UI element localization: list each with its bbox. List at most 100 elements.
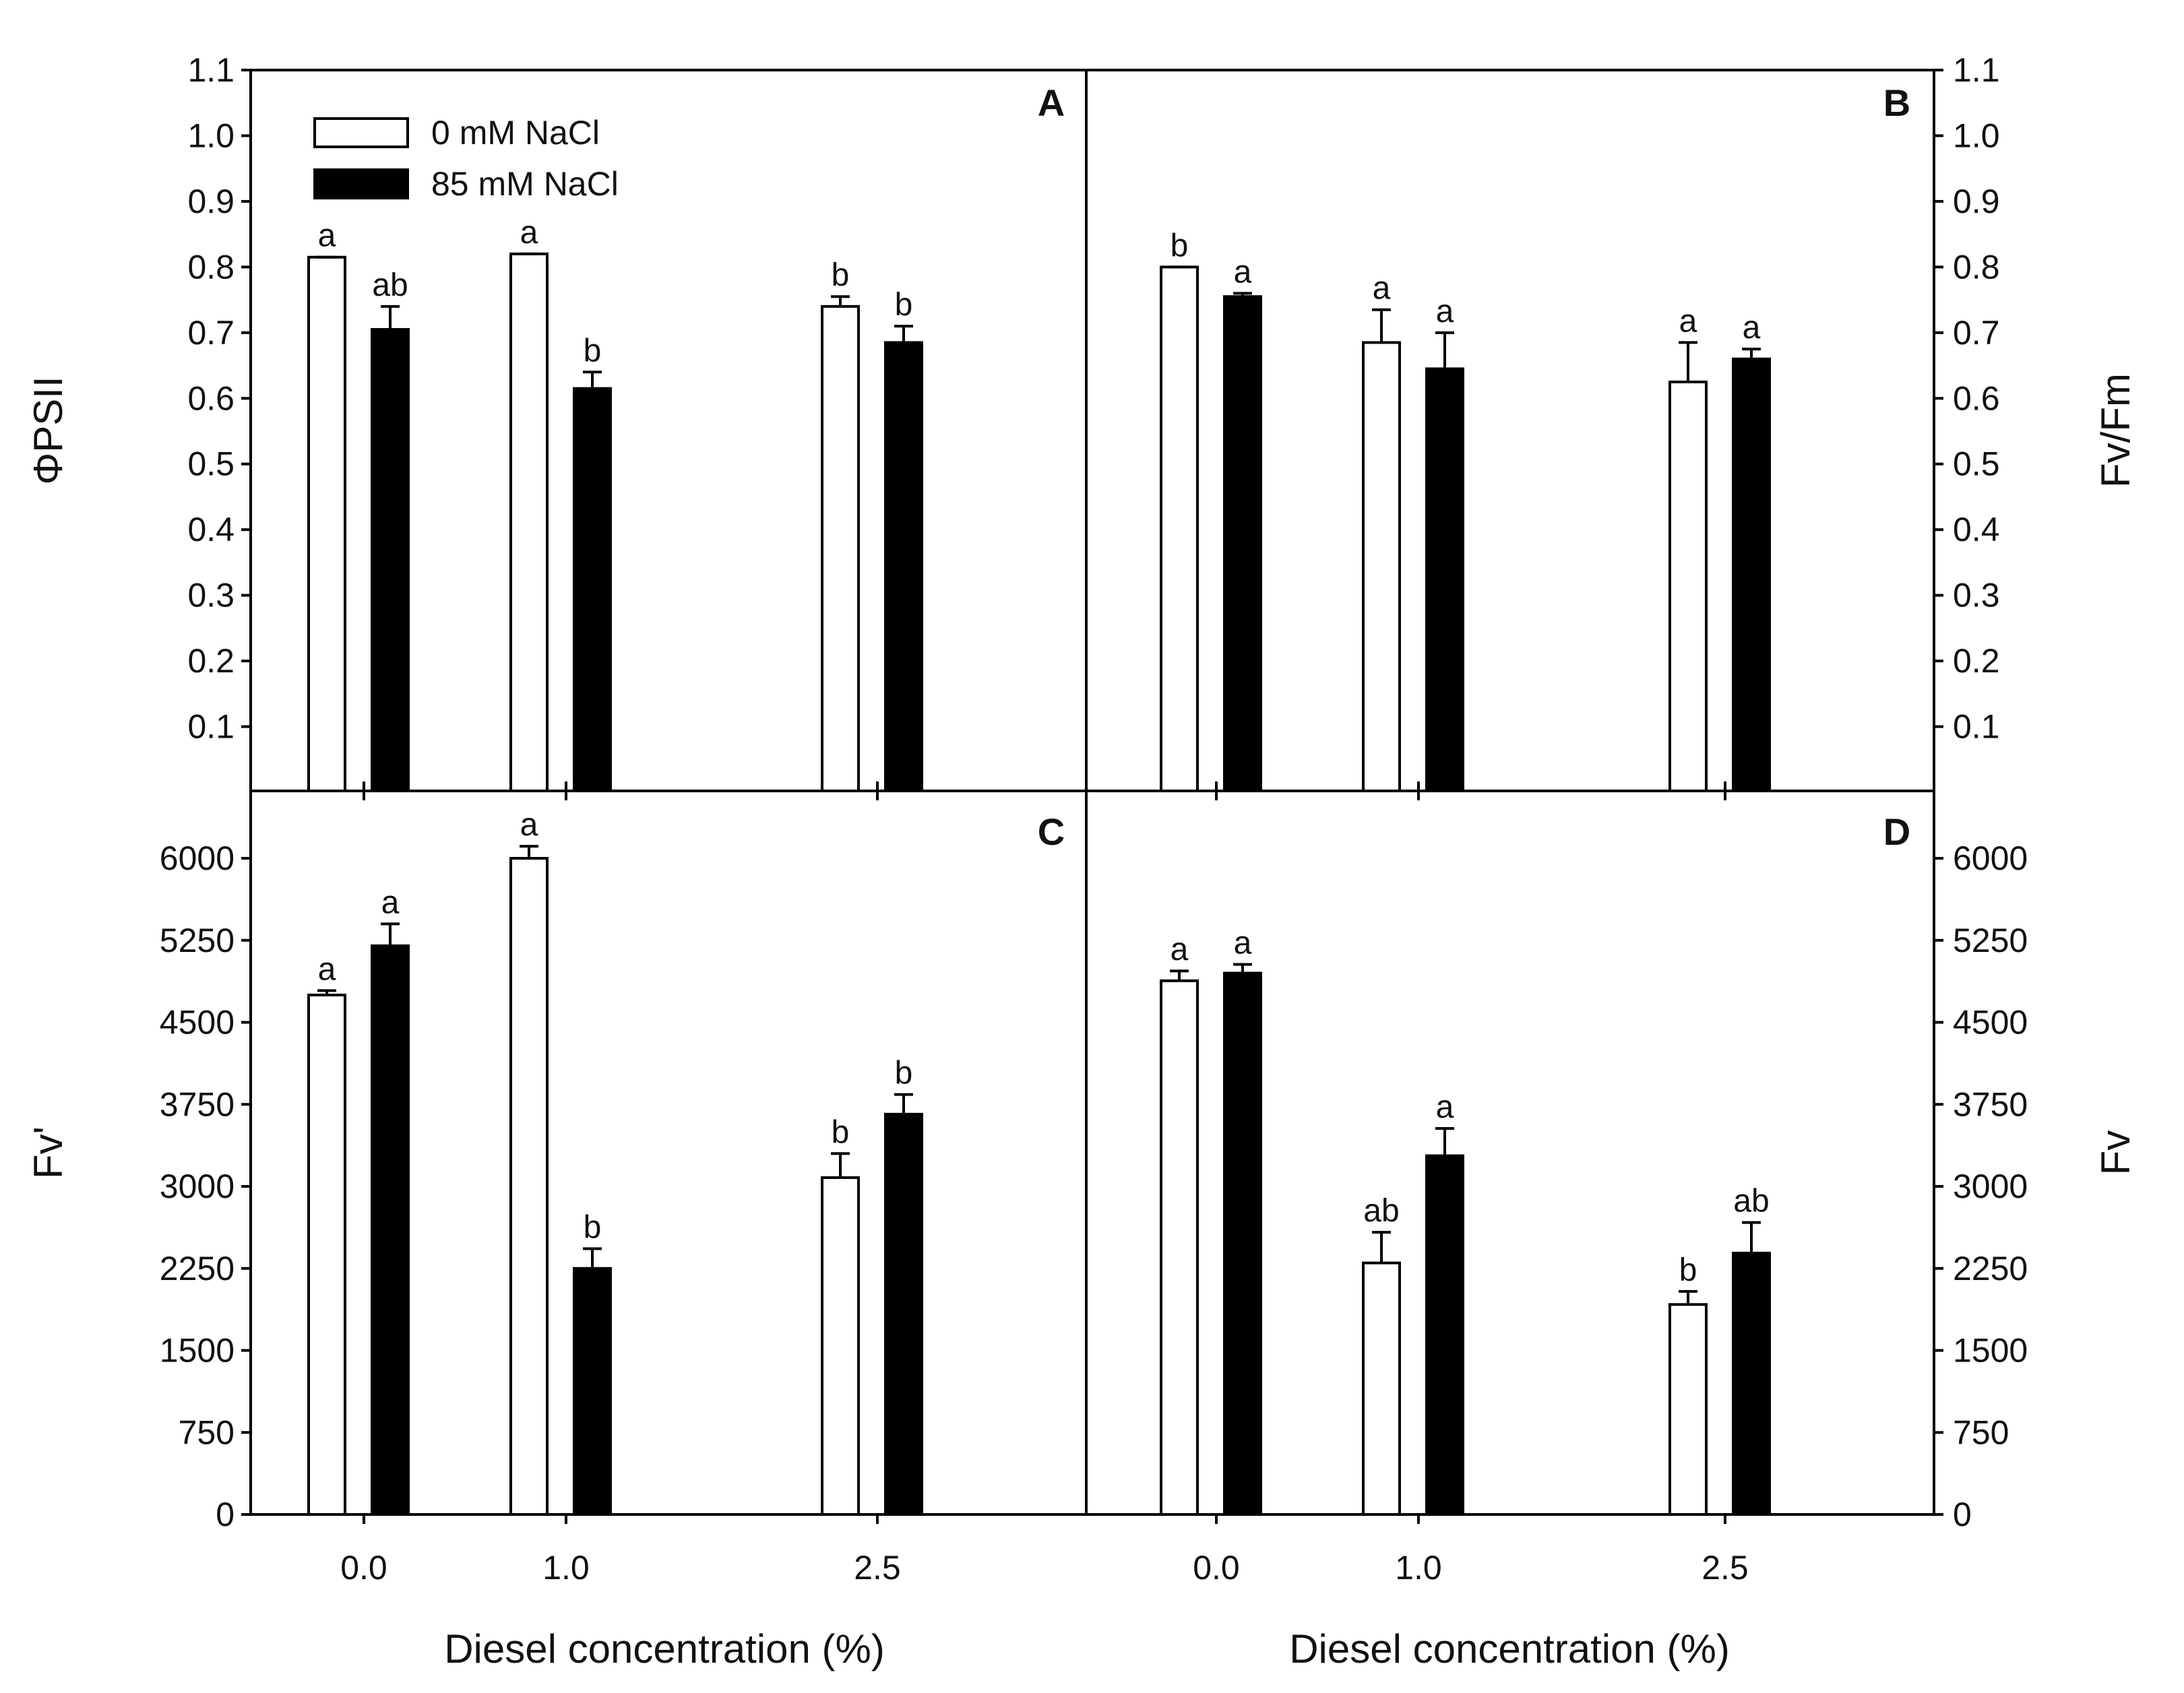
y-tick-label: 0.9 [1953,183,2000,220]
legend-swatch-control [313,117,409,148]
y-tick-label: 0.6 [187,379,235,417]
significance-label: b [895,287,913,323]
y-tick-label: 1500 [160,1332,235,1370]
y-tick-label: 1500 [1953,1332,2028,1370]
bar-salt [1223,295,1262,792]
significance-label: a [1234,925,1252,961]
y-tick-label: 2250 [160,1250,235,1287]
significance-label: a [381,885,400,920]
y-tick-label: 4500 [1953,1004,2028,1042]
y-tick-label: 6000 [1953,839,2028,877]
y-tick-label: 750 [1953,1413,2009,1451]
y-tick-label: 0.1 [1953,708,2000,746]
bar-salt [573,1267,612,1516]
y-tick-label: 3750 [160,1085,235,1123]
significance-label: a [1679,303,1697,339]
significance-label: b [895,1056,913,1091]
y-axis-title: Fv [2093,1130,2138,1176]
bar-control [1362,1261,1401,1516]
significance-label: b [1171,228,1189,263]
y-tick-label: 0.8 [1953,248,2000,286]
y-tick-label: 4500 [160,1004,235,1042]
significance-label: a [520,807,538,843]
y-tick-label: 0.8 [187,248,235,286]
x-tick-label: 1.0 [1395,1549,1442,1587]
y-tick-label: 1.1 [187,51,235,89]
panel-a: A 0.1 0.2 0.3 0.4 0.5 0.6 0.7 0.8 0.9 1.0 1.1 ΦPSII a… [26,51,1088,800]
y-tick-label: 0.1 [187,708,235,746]
panel-d: D 0 750 1500 2250 3000 3750 4500 5250 6000 Fv 0.0 1.… [1085,781,2138,1587]
y-tick-label: 3750 [1953,1085,2028,1123]
panel-label: B [1883,82,1910,124]
y-tick-label: 0 [216,1496,235,1533]
bar-salt [1732,357,1771,792]
y-tick-label: 6000 [160,839,235,877]
significance-label: a [520,215,538,251]
y-tick-label: 0.7 [187,314,235,352]
bar-salt [371,944,410,1516]
y-tick-label: 3000 [1953,1168,2028,1205]
significance-label: a [318,218,336,254]
panel-c: C 0 750 1500 2250 3000 3750 4500 5250 6000 Fv' 0.0 1… [26,781,1088,1587]
significance-label: b [832,1114,850,1150]
legend: 0 mM NaCl 85 mM NaCl [313,114,619,203]
significance-label: b [584,333,602,369]
bar-salt [573,387,612,792]
x-tick-label: 1.0 [542,1549,590,1587]
bar-control [307,993,346,1516]
y-tick-label: 750 [179,1413,235,1451]
bar-control [1668,380,1708,792]
bar-salt [884,1112,923,1516]
bar-salt [1223,971,1262,1516]
x-tick-label: 0.0 [340,1549,387,1587]
panel-label: A [1038,82,1065,124]
bar-salt [371,327,410,793]
bar-salt [884,341,923,793]
y-axis-title: ΦPSII [26,376,71,484]
panels: A 0.1 0.2 0.3 0.4 0.5 0.6 0.7 0.8 0.9 1.0 1.1 ΦPSII a… [26,51,2138,1587]
significance-label: a [1436,294,1454,329]
legend-label-salt: 85 mM NaCl [431,165,619,203]
bar-control [1362,341,1401,793]
significance-label: a [1743,310,1761,346]
significance-label: b [1679,1252,1697,1288]
y-tick-label: 1.1 [1953,51,2000,89]
y-tick-label: 1.0 [187,117,235,154]
y-tick-label: 3000 [160,1168,235,1205]
bar-control [1160,265,1199,792]
y-tick-label: 5250 [160,922,235,959]
y-tick-label: 0.5 [1953,445,2000,483]
y-tick-label: 0.9 [187,183,235,220]
y-axis-title: Fv' [26,1126,71,1179]
significance-label: a [1373,271,1391,307]
y-tick-label: 0.4 [187,511,235,548]
y-tick-label: 0.2 [1953,642,2000,680]
x-tick-label: 0.0 [1193,1549,1240,1587]
y-axis-title: Fv/Fm [2093,373,2138,488]
panel-label: D [1883,810,1910,853]
significance-label: b [832,257,850,293]
x-tick-label: 2.5 [854,1549,901,1587]
y-tick-label: 0.7 [1953,314,2000,352]
y-tick-label: 0.3 [187,577,235,614]
bar-salt [1732,1252,1771,1516]
bar-salt [1425,367,1464,792]
significance-label: b [584,1210,602,1246]
bar-control [509,252,549,792]
y-tick-label: 2250 [1953,1250,2028,1287]
significance-label: a [1234,254,1252,290]
y-tick-label: 0.5 [187,445,235,483]
significance-label: ab [1733,1184,1769,1219]
legend-swatch-salt [313,168,409,199]
y-tick-label: 0 [1953,1496,1972,1533]
bar-control [1160,979,1199,1516]
panel-frame [1085,69,1935,792]
bar-control [821,1176,860,1516]
bar-control [307,255,346,792]
y-tick-label: 0.3 [1953,577,2000,614]
significance-label: ab [1363,1193,1399,1229]
bar-control [509,857,549,1516]
significance-label: a [318,951,336,987]
panel-b: B 0.1 0.2 0.3 0.4 0.5 0.6 0.7 0.8 0.9 1.0 1.1 Fv/Fm b… [1085,51,2138,800]
